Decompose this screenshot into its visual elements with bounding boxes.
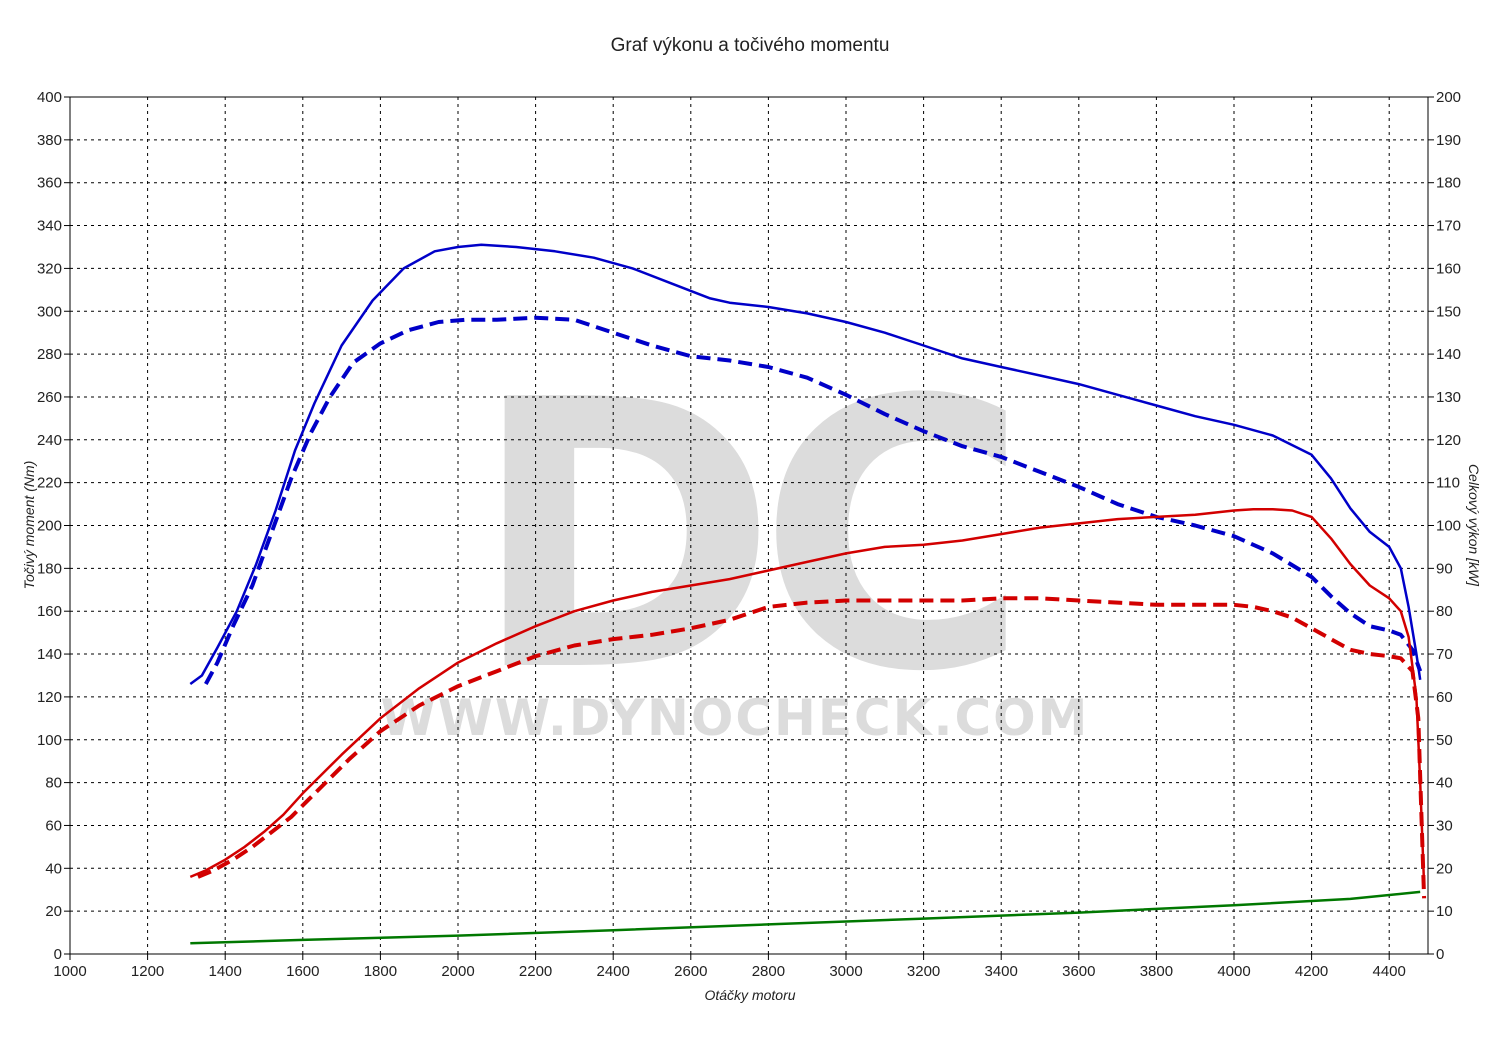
y-right-tick-label: 150 — [1436, 303, 1461, 320]
x-tick-label: 1600 — [286, 963, 319, 980]
series-line-3 — [197, 596, 1427, 899]
series-line-1 — [204, 315, 1423, 685]
y-right-tick-label: 80 — [1436, 603, 1453, 620]
x-tick-label: 2000 — [441, 963, 474, 980]
y-left-tick-label: 280 — [37, 346, 62, 363]
x-tick-label: 2400 — [597, 963, 630, 980]
y-left-tick-label: 160 — [37, 603, 62, 620]
x-tick-label: 1800 — [364, 963, 397, 980]
y-left-tick-label: 100 — [37, 732, 62, 749]
y-left-tick-label: 400 — [37, 89, 62, 106]
x-tick-label: 4200 — [1295, 963, 1328, 980]
y-right-tick-label: 50 — [1436, 732, 1453, 749]
y-left-tick-label: 380 — [37, 132, 62, 149]
x-tick-label: 3000 — [829, 963, 862, 980]
chart-title: Graf výkonu a točivého momentu — [611, 35, 890, 56]
y-left-tick-label: 200 — [37, 518, 62, 535]
x-axis-ticks: 1000 1200 1400 1600 1800 2000 2200 2400 2600 2800… — [53, 954, 1406, 980]
dynocheck-watermark: DC WWW.DYNOCHECK.COM — [381, 323, 1090, 753]
x-tick-label: 1400 — [209, 963, 242, 980]
y-right-tick-label: 10 — [1436, 903, 1453, 920]
x-tick-label: 3600 — [1062, 963, 1095, 980]
x-tick-label: 3400 — [985, 963, 1018, 980]
y-left-tick-label: 80 — [45, 775, 62, 792]
y-left-tick-label: 120 — [37, 689, 62, 706]
y-left-tick-label: 320 — [37, 260, 62, 277]
y-right-tick-label: 40 — [1436, 775, 1453, 792]
x-tick-label: 4400 — [1373, 963, 1406, 980]
y-right-tick-label: 0 — [1436, 946, 1444, 963]
series-line-0 — [189, 243, 1422, 686]
x-tick-label: 3800 — [1140, 963, 1173, 980]
y-left-tick-label: 40 — [45, 860, 62, 877]
y-right-tick-label: 90 — [1436, 560, 1453, 577]
x-tick-label: 4000 — [1217, 963, 1250, 980]
series-lines — [189, 243, 1427, 945]
y-left-tick-label: 60 — [45, 817, 62, 834]
y-right-tick-label: 100 — [1436, 518, 1461, 535]
y-axis-right-ticks: 0 10 20 30 40 50 60 70 80 90 100 110 120 130 140 150 160… — [1428, 89, 1461, 963]
x-tick-label: 1200 — [131, 963, 164, 980]
y-left-tick-label: 340 — [37, 218, 62, 235]
y-right-tick-label: 140 — [1436, 346, 1461, 363]
y-right-tick-label: 60 — [1436, 689, 1453, 706]
y-right-tick-label: 20 — [1436, 860, 1453, 877]
y-axis-left-ticks: 0 20 40 60 80 100 120 140 160 180 200 220 240 260 280 3… — [37, 89, 70, 963]
series-line-2 — [189, 507, 1426, 886]
y-right-tick-label: 30 — [1436, 817, 1453, 834]
y-right-tick-label: 160 — [1436, 260, 1461, 277]
series-line-4 — [190, 890, 1421, 945]
watermark-url: WWW.DYNOCHECK.COM — [381, 689, 1090, 747]
y-left-tick-label: 140 — [37, 646, 62, 663]
x-tick-label: 2800 — [752, 963, 785, 980]
y-right-tick-label: 70 — [1436, 646, 1453, 663]
y-left-tick-label: 20 — [45, 903, 62, 920]
y-right-tick-label: 170 — [1436, 218, 1461, 235]
watermark-logo: DC — [471, 323, 1010, 753]
y-right-tick-label: 120 — [1436, 432, 1461, 449]
x-axis-label: Otáčky motoru — [704, 987, 795, 1003]
y-right-tick-label: 110 — [1436, 475, 1460, 492]
y-right-tick-label: 130 — [1436, 389, 1461, 406]
y-left-tick-label: 240 — [37, 432, 62, 449]
y-axis-left-label: Točivý moment (Nm) — [21, 461, 37, 590]
y-left-tick-label: 220 — [37, 475, 62, 492]
grid — [70, 97, 1428, 954]
x-tick-label: 2600 — [674, 963, 707, 980]
y-left-tick-label: 0 — [54, 946, 62, 963]
y-right-tick-label: 200 — [1436, 89, 1461, 106]
y-left-tick-label: 180 — [37, 560, 62, 577]
x-tick-label: 2200 — [519, 963, 552, 980]
y-left-tick-label: 260 — [37, 389, 62, 406]
y-left-tick-label: 300 — [37, 303, 62, 320]
y-right-tick-label: 180 — [1436, 175, 1461, 192]
y-right-tick-label: 190 — [1436, 132, 1461, 149]
y-axis-right-label: Celkový výkon [kW] — [1466, 464, 1482, 587]
x-tick-label: 1000 — [53, 963, 86, 980]
x-tick-label: 3200 — [907, 963, 940, 980]
y-left-tick-label: 360 — [37, 175, 62, 192]
